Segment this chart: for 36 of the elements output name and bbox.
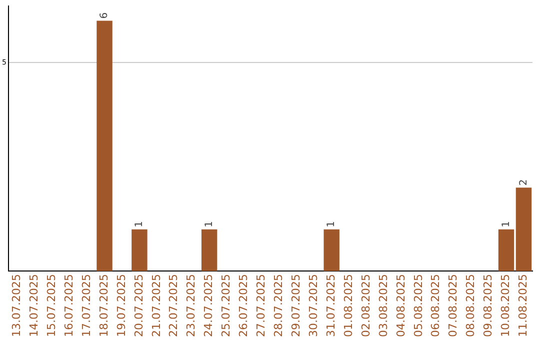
x-tick-label: 26.07.2025	[237, 274, 250, 338]
x-tick-label: 09.08.2025	[482, 274, 495, 338]
data-label: 2	[518, 179, 530, 186]
x-tick-label: 25.07.2025	[220, 274, 233, 338]
data-label: 1	[500, 220, 512, 228]
x-tick-label: 22.07.2025	[167, 274, 180, 338]
x-tick-label: 15.07.2025	[44, 274, 58, 338]
data-label: 1	[204, 220, 215, 228]
data-label: 1	[134, 220, 146, 228]
x-tick-label: 02.08.2025	[359, 274, 372, 338]
x-tick-label: 05.08.2025	[412, 274, 425, 338]
x-tick-label: 03.08.2025	[376, 274, 390, 338]
x-tick-label: 30.07.2025	[306, 274, 320, 338]
x-tick-label: 27.07.2025	[254, 274, 268, 338]
x-tick-label: 10.08.2025	[499, 274, 512, 338]
x-tick-label: 24.07.2025	[202, 274, 216, 338]
x-tick-label: 21.07.2025	[150, 274, 163, 338]
x-tick-label: 20.07.2025	[132, 274, 146, 338]
data-label: 1	[326, 220, 338, 228]
x-tick-label: 17.07.2025	[80, 274, 93, 338]
x-tick-label: 06.08.2025	[429, 274, 442, 338]
x-tick-label: 18.07.2025	[97, 274, 110, 338]
x-tick-label: 04.08.2025	[394, 274, 408, 338]
x-tick-label: 29.07.2025	[290, 274, 303, 338]
x-tick-label: 14.07.2025	[28, 274, 41, 338]
x-tick-label: 23.07.2025	[184, 274, 198, 338]
x-tick-label: 28.07.2025	[272, 274, 286, 338]
x-tick-label: 08.08.2025	[464, 274, 478, 338]
x-tick-label: 13.07.2025	[10, 274, 24, 338]
x-tick-label: 16.07.2025	[62, 274, 76, 338]
x-tick-label: 19.07.2025	[114, 274, 128, 338]
data-label: 6	[99, 12, 110, 19]
x-tick-label: 11.08.2025	[516, 274, 530, 338]
x-tick-label: 31.07.2025	[324, 274, 338, 338]
x-tick-label: 07.08.2025	[446, 274, 460, 338]
x-tick-label: 01.08.2025	[342, 274, 355, 338]
